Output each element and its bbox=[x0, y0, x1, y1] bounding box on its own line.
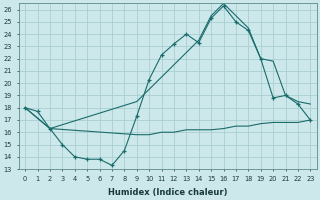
X-axis label: Humidex (Indice chaleur): Humidex (Indice chaleur) bbox=[108, 188, 228, 197]
